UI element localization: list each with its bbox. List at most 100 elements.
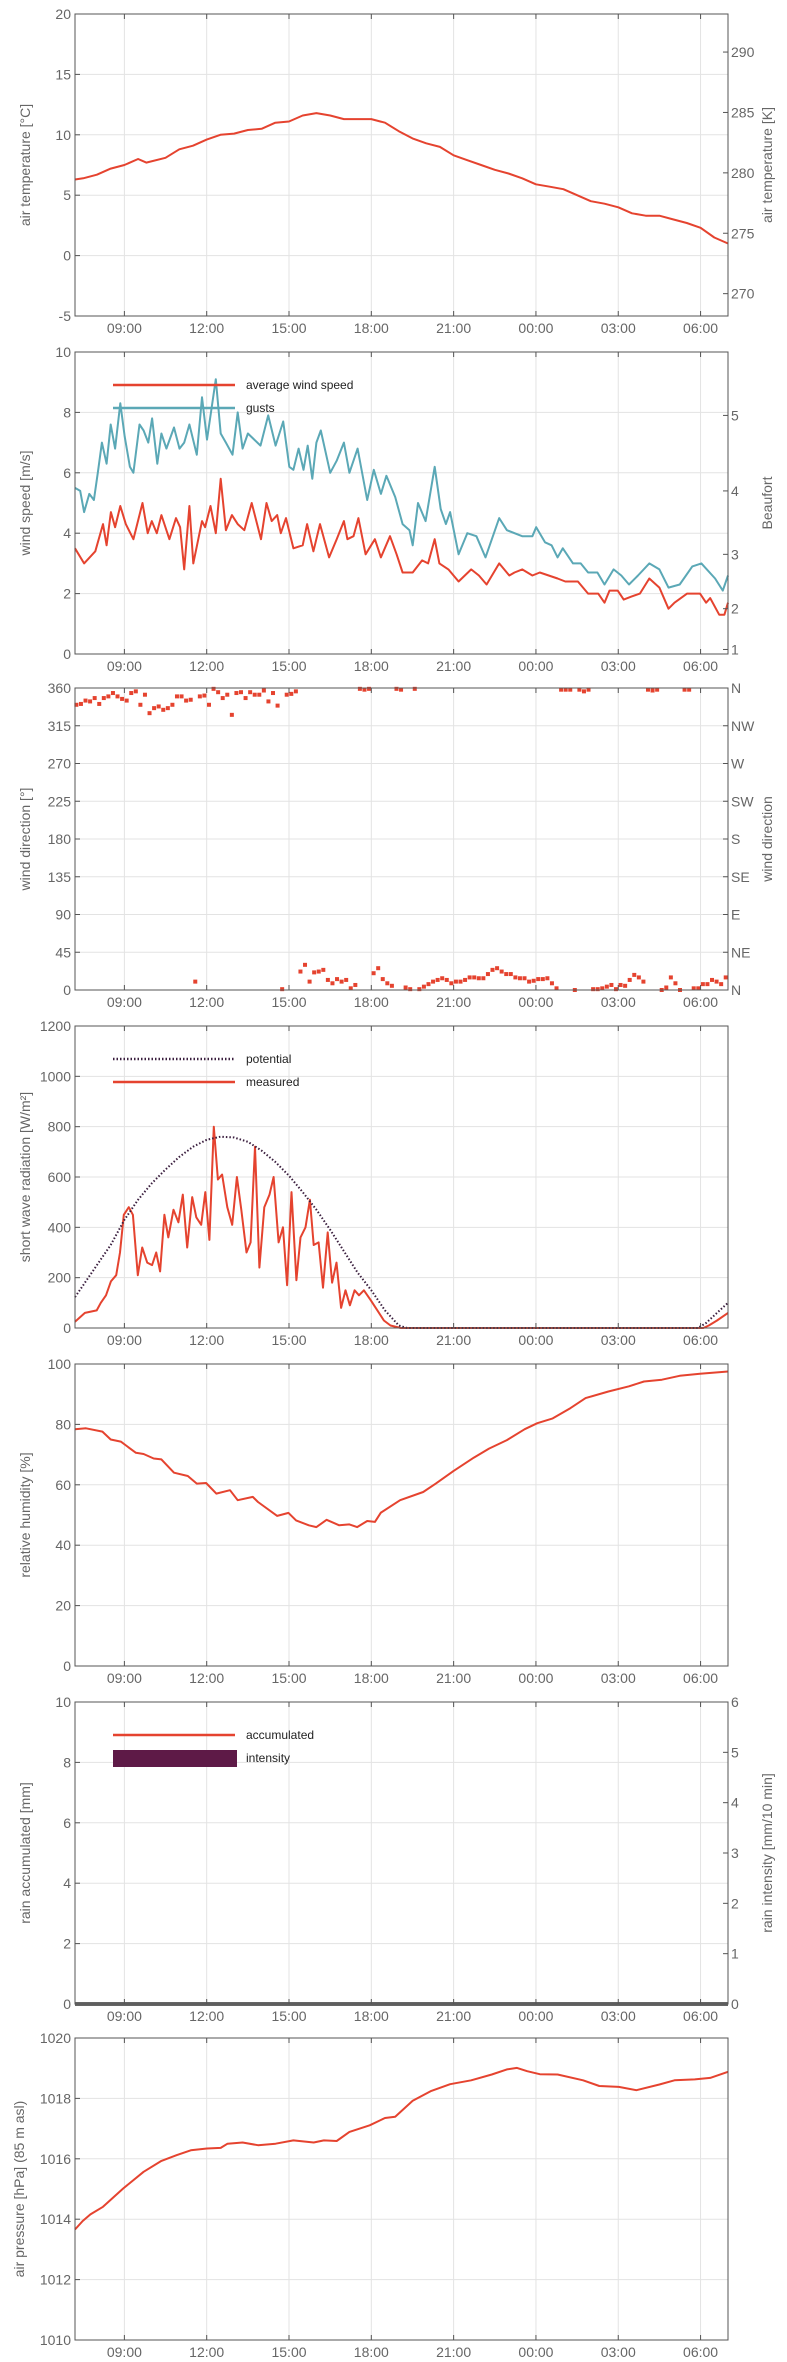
wind-direction-point <box>499 969 504 974</box>
wind-direction-point <box>293 689 298 694</box>
wind-direction-point <box>197 694 202 699</box>
y-tick-label: 2 <box>63 1936 71 1952</box>
y-tick-label: 600 <box>48 1169 72 1185</box>
y-tick-label: 1016 <box>40 2151 71 2167</box>
wind-direction-point <box>444 977 449 982</box>
wind-direction-point <box>549 981 554 986</box>
wind-direction-point <box>645 687 650 692</box>
plot-frame <box>74 1363 729 1667</box>
x-tick-label: 15:00 <box>271 2344 306 2360</box>
wind-direction-point <box>74 702 79 707</box>
wind-direction-point <box>545 976 550 981</box>
y-tick-label: 0 <box>63 982 71 998</box>
wind-direction-point <box>266 699 271 704</box>
wind-direction-point <box>691 986 696 991</box>
air-pressure-chart: 09:00 12:00 15:00 18:00 21:00 00:00 03:00 06:00… <box>11 2030 729 2360</box>
wind-direction-point <box>655 687 660 692</box>
x-tick-label: 06:00 <box>683 658 718 674</box>
right-y-tick-label: 5 <box>731 407 739 423</box>
x-tick-label: 15:00 <box>271 658 306 674</box>
wind-direction-point <box>124 698 129 703</box>
wind-direction-point <box>618 982 623 987</box>
y-tick-label: 1012 <box>40 2272 71 2288</box>
wind-direction-point <box>719 982 724 987</box>
wind-direction-point <box>517 976 522 981</box>
y-tick-label: 100 <box>48 1356 72 1372</box>
right-y-tick-label: 3 <box>731 1845 739 1861</box>
x-tick-label: 03:00 <box>601 2008 636 2024</box>
wind-direction-point <box>362 687 367 692</box>
x-tick-label: 09:00 <box>107 994 142 1010</box>
wind-direction-point <box>193 979 198 984</box>
wind-direction-point <box>440 976 445 981</box>
wind-direction-point <box>206 702 211 707</box>
wind-direction-point <box>280 987 285 992</box>
x-tick-label: 03:00 <box>601 994 636 1010</box>
x-tick-label: 00:00 <box>518 658 553 674</box>
wind-direction-point <box>604 984 609 989</box>
y-tick-label: 1014 <box>40 2211 71 2227</box>
y-tick-label: 45 <box>55 944 71 960</box>
wind-direction-point <box>613 987 618 992</box>
y-tick-label: 180 <box>48 831 72 847</box>
x-tick-label: 21:00 <box>436 2008 471 2024</box>
wind-direction-point <box>129 691 134 696</box>
wind-direction-point <box>408 987 413 992</box>
wind-direction-point <box>257 692 262 697</box>
plot-frame <box>74 351 729 655</box>
legend-label: potential <box>246 1052 291 1066</box>
wind-direction-point <box>335 977 340 982</box>
wind-direction-point <box>385 981 390 986</box>
wind-direction-point <box>339 979 344 984</box>
y-tick-label: 4 <box>63 1875 71 1891</box>
x-tick-label: 03:00 <box>601 1332 636 1348</box>
wind-direction-point <box>723 975 728 980</box>
wind-direction-chart: 09:00 12:00 15:00 18:00 21:00 00:00 03:00 06:00… <box>17 680 775 1010</box>
y-tick-label: 200 <box>48 1270 72 1286</box>
x-tick-label: 18:00 <box>354 320 389 336</box>
y-tick-label: 400 <box>48 1219 72 1235</box>
x-tick-label: 12:00 <box>189 1670 224 1686</box>
wind-direction-point <box>476 976 481 981</box>
wind-direction-point <box>325 977 330 982</box>
x-tick-label: 09:00 <box>107 1332 142 1348</box>
x-tick-label: 18:00 <box>354 1332 389 1348</box>
x-tick-label: 03:00 <box>601 658 636 674</box>
wind-direction-point <box>417 987 422 992</box>
wind-direction-point <box>243 696 248 701</box>
x-tick-label: 12:00 <box>189 1332 224 1348</box>
wind-direction-point <box>261 688 266 693</box>
wind-direction-point <box>559 687 564 692</box>
right-y-tick-label: 3 <box>731 546 739 562</box>
wind-direction-point <box>138 702 143 707</box>
right-y-tick-label: 2 <box>731 601 739 617</box>
y-tick-label: 10 <box>55 1694 71 1710</box>
x-tick-label: 06:00 <box>683 994 718 1010</box>
wind-direction-point <box>673 981 678 986</box>
wind-direction-point <box>303 962 308 967</box>
right-y-tick-label: 275 <box>731 225 755 241</box>
wind-direction-point <box>577 687 582 692</box>
wind-direction-point <box>88 699 93 704</box>
y-tick-label: 1018 <box>40 2090 71 2106</box>
wind-direction-point <box>394 686 399 691</box>
right-y-tick-label: 280 <box>731 165 755 181</box>
right-y-tick-label: 285 <box>731 104 755 120</box>
y-tick-label: 4 <box>63 525 71 541</box>
wind-direction-point <box>554 986 559 991</box>
wind-direction-point <box>312 970 317 975</box>
x-tick-label: 15:00 <box>271 994 306 1010</box>
wind-direction-point <box>682 687 687 692</box>
wind-direction-point <box>600 986 605 991</box>
wind-direction-point <box>275 703 280 708</box>
wind-direction-point <box>216 690 221 695</box>
wind-direction-point <box>376 966 381 971</box>
wind-direction-point <box>700 982 705 987</box>
wind-direction-point <box>490 967 495 972</box>
wind-direction-point <box>540 977 545 982</box>
wind-direction-point <box>527 979 532 984</box>
short-wave-radiation-legend: potential measured <box>113 1052 299 1089</box>
wind-direction-point <box>668 975 673 980</box>
x-tick-label: 12:00 <box>189 2008 224 2024</box>
y-axis-label: wind speed [m/s] <box>17 450 33 556</box>
